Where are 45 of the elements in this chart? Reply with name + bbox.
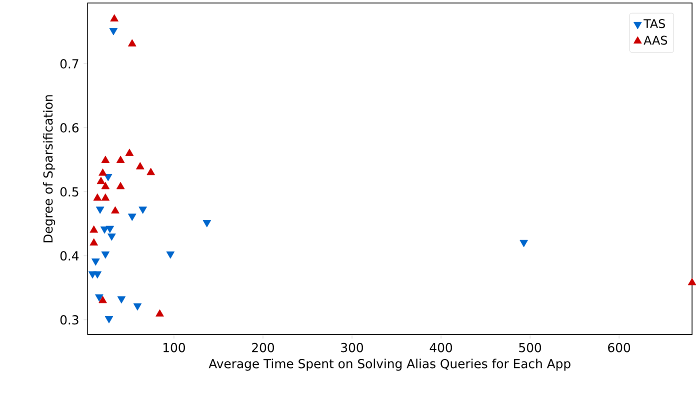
point <box>108 233 116 241</box>
x-tick-label: 100 <box>164 342 185 352</box>
x-tick-label: 200 <box>252 342 274 352</box>
point <box>111 206 120 214</box>
point <box>116 182 125 190</box>
point <box>101 156 110 163</box>
point <box>93 271 102 278</box>
point <box>128 214 136 221</box>
point <box>166 251 175 259</box>
y-tick-label: 0.6 <box>60 122 79 132</box>
x-tick-label: 300 <box>341 342 364 352</box>
y-axis-title: Degree of Sparsification <box>43 95 56 242</box>
point <box>91 258 100 266</box>
point <box>116 156 125 163</box>
point <box>133 303 142 310</box>
y-tick-label: 0.7 <box>60 58 78 68</box>
point <box>101 193 110 201</box>
point <box>106 226 114 233</box>
point <box>95 294 104 302</box>
x-axis-title: Average Time Spent on Solving Alias Queries for Each App <box>208 358 570 371</box>
point <box>90 225 98 233</box>
legend-label: TAS <box>644 18 665 28</box>
legend-label: AAS <box>644 36 668 45</box>
point <box>93 193 102 201</box>
point <box>138 206 147 214</box>
point <box>520 240 528 248</box>
y-tick-label: 0.3 <box>60 315 78 324</box>
point <box>202 220 212 228</box>
x-tick-label: 400 <box>430 342 452 352</box>
point <box>98 168 107 176</box>
point <box>96 206 104 214</box>
x-tick-label: 500 <box>519 342 542 352</box>
point <box>110 14 118 22</box>
point <box>146 168 155 175</box>
y-tick-label: 0.5 <box>60 186 78 196</box>
point <box>117 296 126 304</box>
point <box>128 39 136 46</box>
point <box>104 316 114 324</box>
point <box>96 176 106 184</box>
point <box>125 148 134 156</box>
point <box>101 251 110 259</box>
point <box>136 162 144 170</box>
point <box>101 182 110 190</box>
y-tick-label: 0.4 <box>60 251 79 260</box>
x-tick-label: 600 <box>608 342 630 352</box>
